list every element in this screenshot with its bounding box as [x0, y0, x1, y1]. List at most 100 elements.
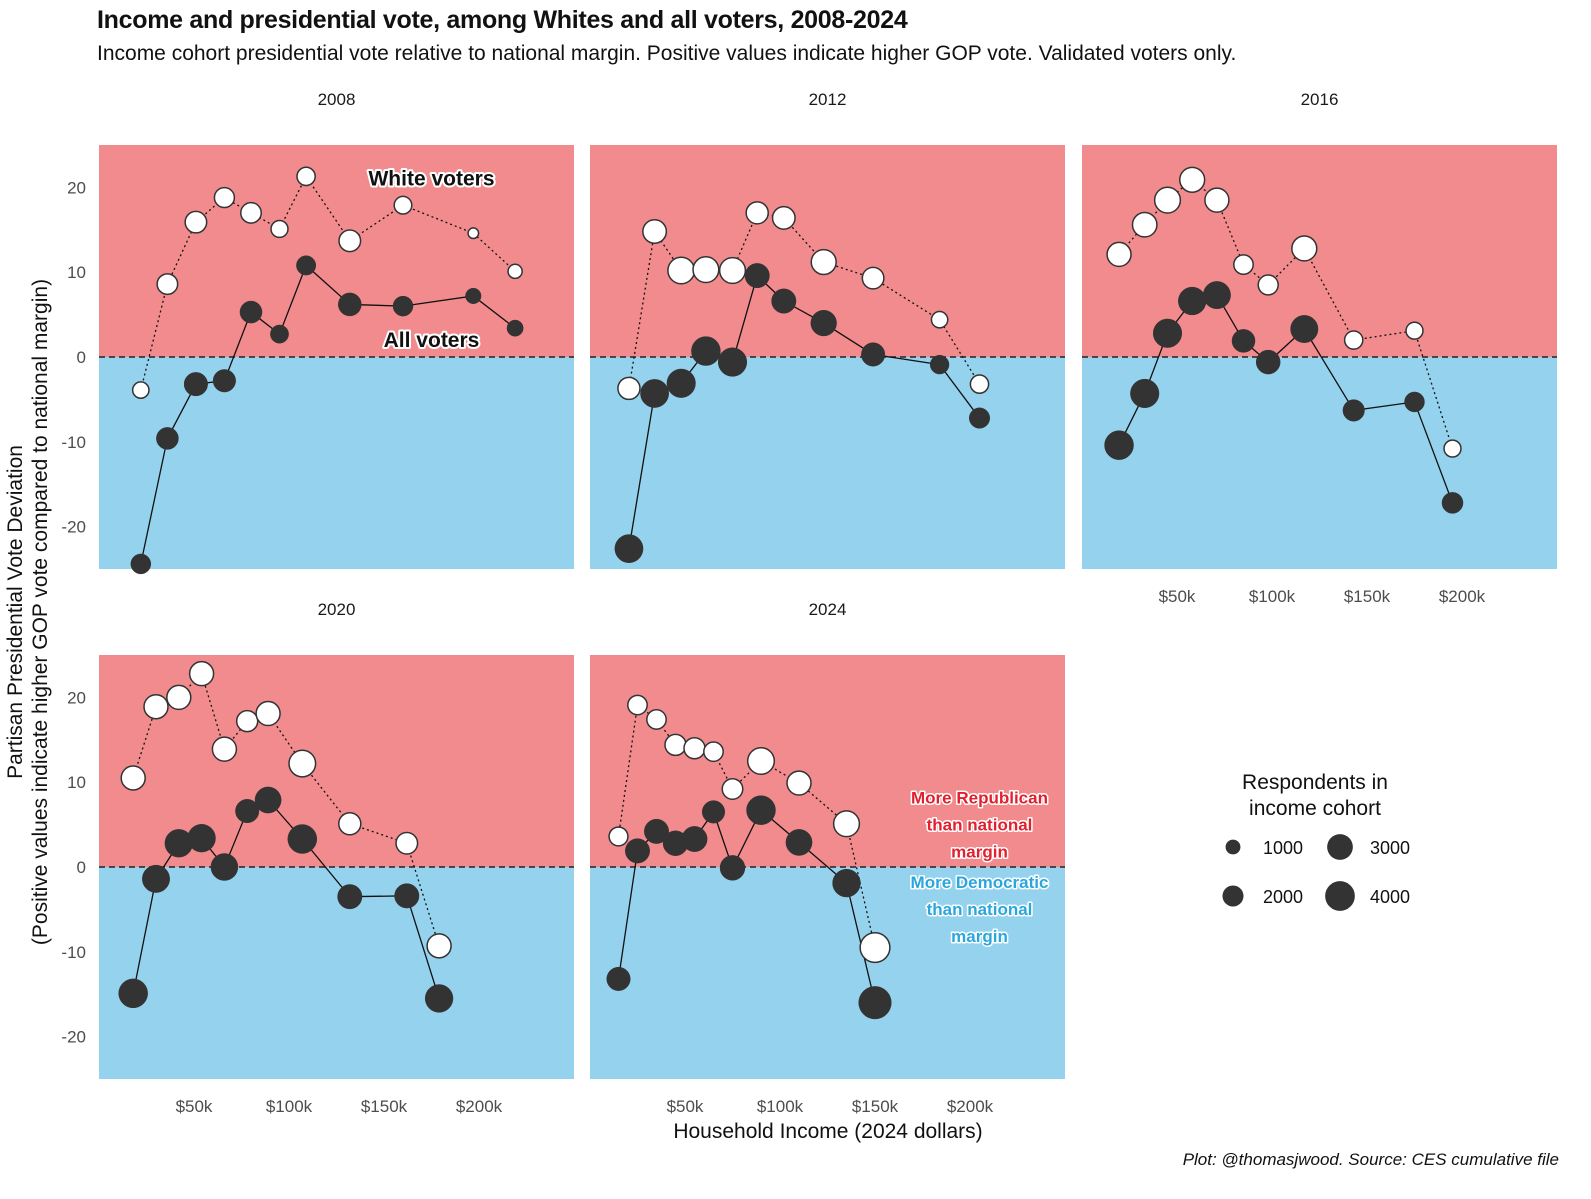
white-voters-point: [1179, 166, 1206, 193]
white-voters-point: [1153, 186, 1182, 214]
white-voters-point: [1257, 274, 1279, 296]
white-voters-point: [296, 166, 316, 187]
all-voters-point: [142, 864, 170, 893]
all-voters-point: [719, 855, 746, 881]
legend-swatch: [1325, 881, 1355, 911]
all-voters-point: [296, 255, 317, 276]
chart-caption: Plot: @thomasjwood. Source: CES cumulati…: [1182, 1150, 1559, 1169]
all-voters-point: [701, 800, 726, 824]
all-voters-point: [717, 347, 748, 377]
y-tick-label: 0: [77, 858, 86, 877]
white-voters-point: [646, 709, 667, 730]
all-voters-point: [969, 407, 990, 429]
white-voters-point: [1233, 254, 1254, 276]
white-voters-point: [969, 374, 990, 394]
all-voters-point: [187, 824, 216, 853]
all-voters-point: [666, 368, 696, 398]
all-voters-point: [1290, 315, 1319, 343]
all-voters-point: [118, 978, 148, 1009]
white-voters-point: [683, 737, 706, 760]
all-voters-point: [614, 534, 644, 563]
white-voters-point: [832, 810, 861, 838]
legend-swatch: [1327, 834, 1353, 860]
white-voters-point: [1343, 330, 1364, 350]
white-voters-point: [667, 256, 696, 285]
facet-title: 2024: [809, 600, 847, 619]
x-tick-label: $150k: [361, 1097, 408, 1116]
y-tick-label: -10: [61, 943, 86, 962]
y-axis-title-group: Partisan Presidential Vote Deviation (Pos…: [4, 279, 52, 945]
all-voters-point: [832, 868, 861, 898]
facet-title: 2012: [809, 90, 847, 109]
chart-subtitle: Income cohort presidential vote relative…: [97, 42, 1237, 65]
y-axis-subtitle: (Positive values indicate higher GOP vot…: [29, 279, 52, 945]
white-voters-point: [184, 210, 208, 234]
all-voters-point: [392, 295, 414, 317]
y-tick-label: 10: [67, 773, 86, 792]
all-voters-point: [239, 300, 263, 324]
republican-annotation: More Republican: [911, 788, 1048, 807]
all-voters-point: [746, 795, 776, 825]
democratic-annotation: margin: [951, 927, 1008, 946]
white-voters-point: [143, 693, 169, 720]
white-voters-point: [746, 746, 776, 776]
y-axis-title: Partisan Presidential Vote Deviation: [4, 445, 27, 779]
y-tick-label: 10: [67, 263, 86, 282]
white-voters-point: [213, 186, 236, 209]
democratic-annotation: than national: [927, 900, 1033, 919]
all-voters-point: [1342, 399, 1365, 422]
all-voters-point: [424, 984, 454, 1013]
all-voters-point: [287, 824, 318, 854]
white-voters-point: [131, 381, 150, 399]
all-voters-point: [130, 553, 152, 575]
white-voters-point: [810, 248, 837, 276]
democratic-region: [590, 357, 1065, 569]
x-tick-label: $100k: [757, 1097, 804, 1116]
white-voters-point: [338, 229, 362, 253]
white-voters-point: [188, 660, 215, 687]
white-voters-point: [608, 826, 629, 847]
all-voters-point: [210, 853, 239, 881]
all-voters-point: [771, 288, 797, 314]
democratic-region: [1082, 357, 1557, 569]
y-tick-label: 0: [77, 348, 86, 367]
y-tick-label: -20: [61, 1028, 86, 1047]
all-voters-point: [235, 799, 260, 824]
facet-2024: 2024 $50k $100k $150k $200k More Republican th…: [590, 600, 1065, 1116]
all-voters-point: [810, 309, 837, 337]
all-voters-point: [1178, 286, 1207, 316]
all-voters-point: [691, 336, 721, 366]
white-voters-point: [156, 273, 179, 296]
all-voters-point: [644, 818, 669, 844]
white-voters-point: [288, 749, 317, 778]
democratic-region: [99, 867, 574, 1079]
x-tick-label: $100k: [266, 1097, 313, 1116]
x-tick-label: $150k: [1344, 587, 1391, 606]
all-voters-point: [681, 826, 708, 852]
x-tick-label: $200k: [456, 1097, 503, 1116]
y-tick-label: -10: [61, 433, 86, 452]
democratic-region: [99, 357, 574, 569]
democratic-region: [590, 867, 1065, 1079]
all-voters-point: [1441, 492, 1464, 514]
facet-title: 2020: [318, 600, 356, 619]
all-voters-point: [212, 369, 236, 393]
white-voters-point: [664, 733, 687, 757]
democratic-annotation: More Democratic: [911, 873, 1049, 892]
legend-label: 3000: [1370, 838, 1410, 858]
legend-title: Respondents in: [1242, 771, 1388, 794]
x-tick-label: $50k: [1159, 587, 1196, 606]
all-voters-point: [1404, 391, 1425, 413]
republican-region: [1082, 145, 1557, 357]
white-voters-point: [395, 831, 419, 855]
republican-region: [590, 655, 1065, 867]
all-voters-point: [254, 786, 282, 814]
all-voters-point: [625, 838, 650, 864]
white-voters-point: [467, 227, 480, 240]
x-tick-label: $50k: [667, 1097, 704, 1116]
white-voters-point: [692, 256, 720, 284]
all-voters-point: [338, 292, 362, 317]
legend-title: income cohort: [1249, 797, 1381, 820]
republican-annotation: margin: [951, 842, 1008, 861]
white-voters-point: [255, 700, 281, 727]
